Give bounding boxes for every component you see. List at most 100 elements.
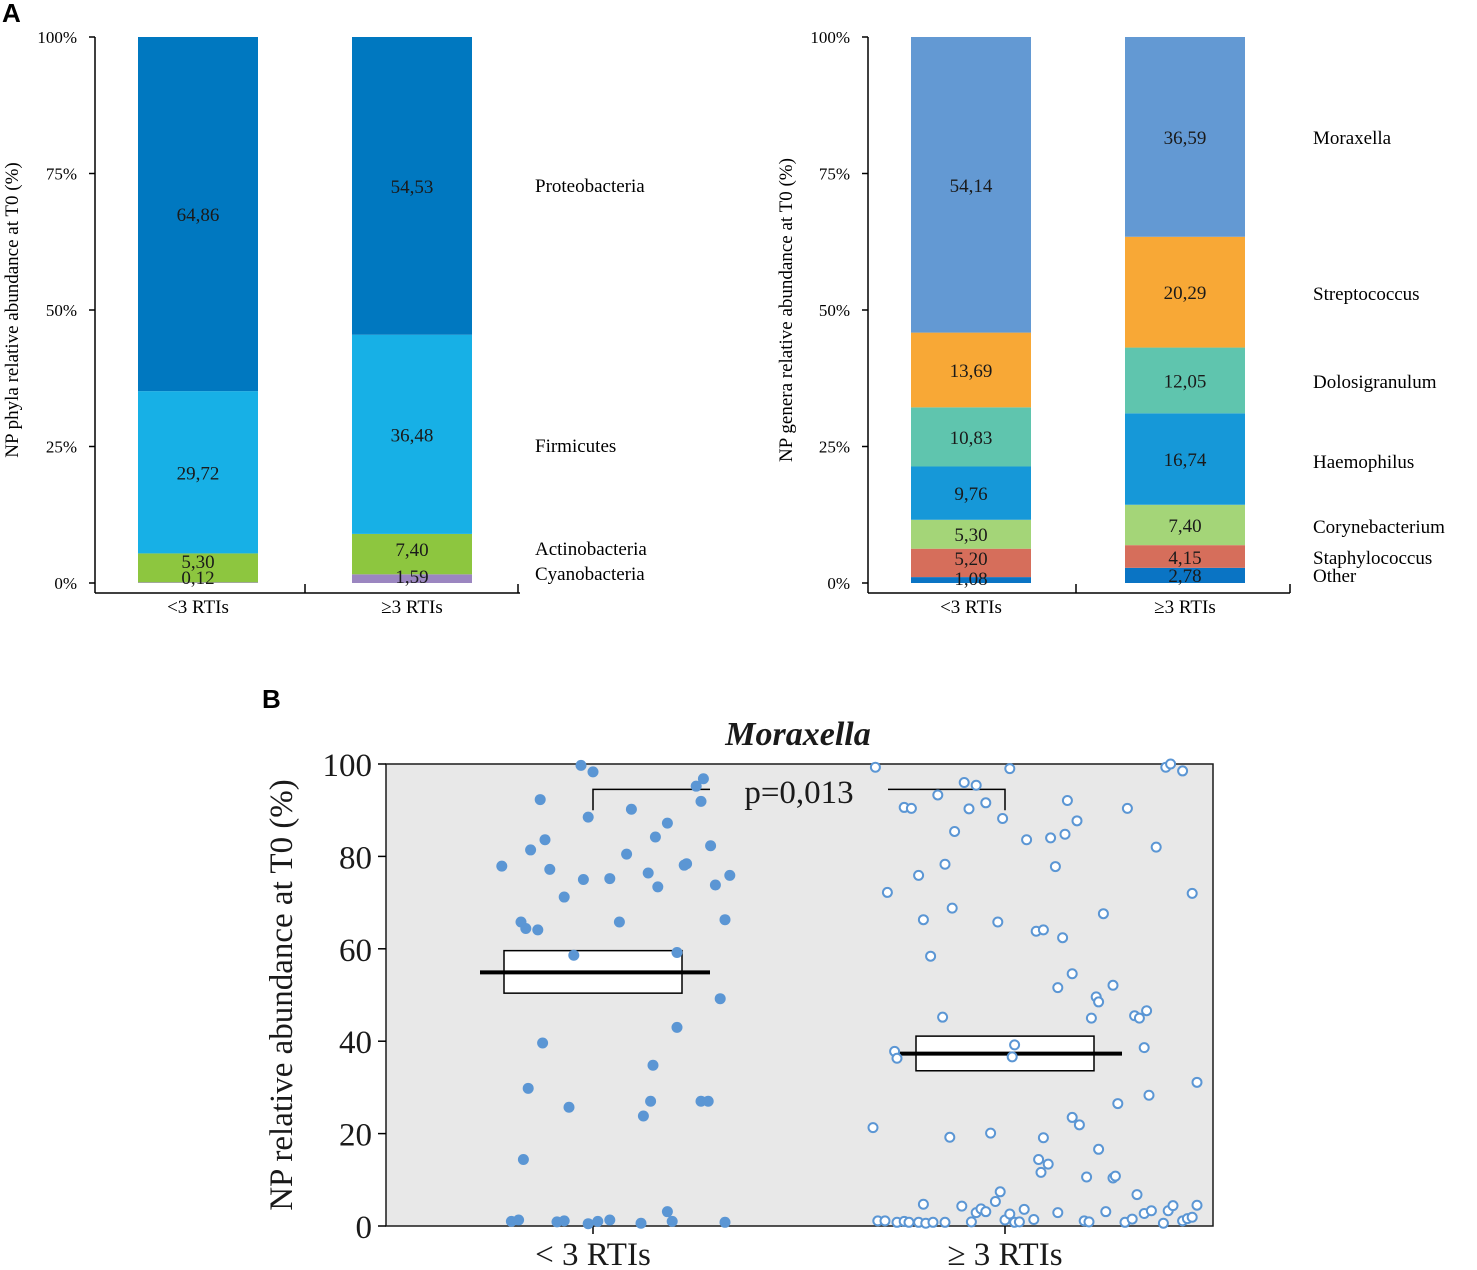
y-tick-label: 50% <box>46 301 77 320</box>
y-tick-label: 50% <box>819 301 850 320</box>
y-tick-label: 0 <box>356 1210 373 1246</box>
legend-cyanobacteria: Cyanobacteria <box>535 564 645 585</box>
bar-segment-corynebacterium <box>1125 504 1245 546</box>
data-point <box>970 779 982 791</box>
data-point <box>532 924 544 936</box>
bar-segment-streptococcus <box>911 332 1031 408</box>
data-point <box>537 1037 549 1049</box>
data-label: 36,48 <box>391 425 434 446</box>
data-point <box>1097 908 1109 920</box>
data-point <box>513 1214 525 1226</box>
data-point <box>671 946 683 958</box>
data-point <box>1035 1166 1047 1178</box>
x-tick-label: ≥ 3 RTIs <box>947 1237 1062 1270</box>
x-tick-label: <3 RTIs <box>167 597 229 618</box>
data-point <box>1006 1051 1018 1063</box>
data-point <box>558 891 570 903</box>
data-point <box>1141 1005 1153 1017</box>
data-point <box>613 916 625 928</box>
bar-segment-cyanobacteria <box>352 574 472 583</box>
bar-segment-cyanobacteria <box>138 582 258 583</box>
data-point <box>697 773 709 785</box>
bar-segment-actinobacteria <box>138 553 258 583</box>
data-label: 7,40 <box>1168 516 1201 537</box>
y-tick-label: 25% <box>46 438 77 457</box>
bar-segment-corynebacterium <box>911 519 1031 549</box>
data-point <box>1157 1217 1169 1229</box>
bar-segment-dolosigranulum <box>1125 347 1245 414</box>
data-point <box>705 840 717 852</box>
data-point <box>604 873 616 885</box>
data-label: 12,05 <box>1164 371 1207 392</box>
data-point <box>1126 1213 1138 1225</box>
legend-firmicutes: Firmicutes <box>535 436 616 457</box>
data-point <box>575 759 587 771</box>
panel-label-a: A <box>2 0 21 28</box>
data-point <box>1112 1098 1124 1110</box>
data-label: 64,86 <box>177 205 220 226</box>
data-point <box>621 848 633 860</box>
data-label: 7,40 <box>395 540 428 561</box>
y-tick-label: 100 <box>323 748 373 784</box>
data-point <box>869 761 881 773</box>
data-label: 20,29 <box>1164 283 1207 304</box>
data-point <box>1081 1171 1093 1183</box>
y-tick-label: 20 <box>339 1118 372 1154</box>
data-point <box>625 803 637 815</box>
data-point <box>544 863 556 875</box>
legend-streptococcus: Streptococcus <box>1313 284 1420 305</box>
data-point <box>690 780 702 792</box>
data-point <box>1042 1158 1054 1170</box>
data-point <box>642 867 654 879</box>
data-point <box>558 1215 570 1227</box>
data-point <box>587 766 599 778</box>
data-point <box>1057 932 1069 944</box>
data-point <box>568 949 580 961</box>
y-axis-label: NP genera relative abundance at T0 (%) <box>776 158 797 462</box>
data-point <box>917 914 929 926</box>
data-label: 0,12 <box>181 568 214 589</box>
data-point <box>1009 1039 1021 1051</box>
bar-segment-haemophilus <box>1125 413 1245 505</box>
data-point <box>949 825 961 837</box>
data-point <box>1138 1042 1150 1054</box>
data-point <box>582 1218 594 1230</box>
y-tick-label: 60 <box>339 933 372 969</box>
significance-bracket <box>592 788 1006 811</box>
bar-segment-streptococcus <box>1125 236 1245 348</box>
x-tick-label: <3 RTIs <box>940 597 1002 618</box>
data-label: 36,59 <box>1164 128 1207 149</box>
data-point <box>937 1011 949 1023</box>
data-point <box>939 1216 951 1228</box>
data-point <box>891 1052 903 1064</box>
bar-segment-other <box>1125 567 1245 583</box>
data-point <box>913 869 925 881</box>
y-tick-label: 75% <box>819 165 850 184</box>
data-label: 1,59 <box>395 567 428 588</box>
data-point <box>681 858 693 870</box>
data-point <box>563 1101 575 1113</box>
data-label: 29,72 <box>177 463 220 484</box>
data-point <box>965 1216 977 1228</box>
data-point <box>1145 1205 1157 1217</box>
data-point <box>879 1215 891 1227</box>
data-point <box>1004 763 1016 775</box>
y-axis-label: NP relative abundance at T0 (%) <box>264 779 300 1211</box>
data-point <box>637 1110 649 1122</box>
data-point <box>963 803 975 815</box>
data-point <box>604 1214 616 1226</box>
bar-segment-moraxella <box>911 37 1031 333</box>
data-point <box>647 1059 659 1071</box>
data-point <box>1004 1208 1016 1220</box>
data-point <box>1037 1132 1049 1144</box>
phyla-chart: 0% 25% 50% 75% 100% NP phyla relative abundan… <box>2 28 647 618</box>
data-point <box>724 869 736 881</box>
legend-proteobacteria: Proteobacteria <box>535 176 645 197</box>
data-point <box>719 1216 731 1228</box>
data-point <box>1052 1207 1064 1219</box>
x-tick-label: ≥3 RTIs <box>1154 597 1216 618</box>
data-point <box>1045 832 1057 844</box>
data-point <box>905 802 917 814</box>
data-point <box>582 811 594 823</box>
legend-actinobacteria: Actinobacteria <box>535 539 647 560</box>
